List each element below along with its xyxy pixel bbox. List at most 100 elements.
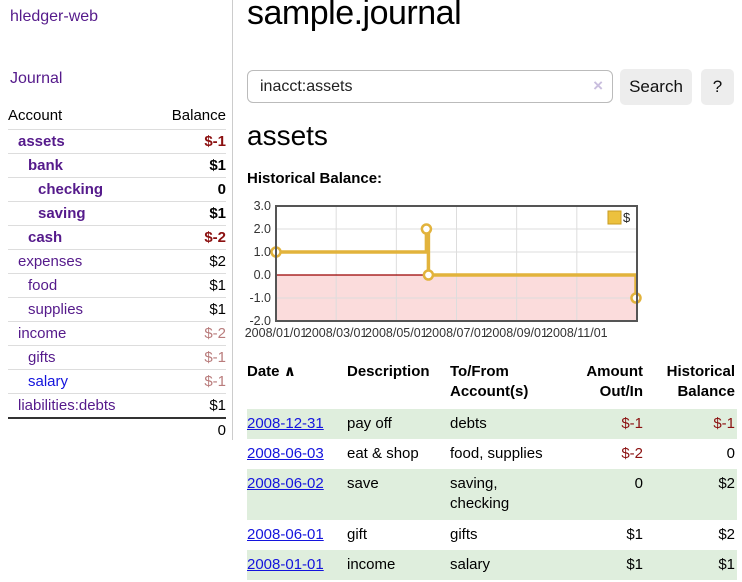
svg-text:2008/09/01: 2008/09/01 [485,326,548,340]
register-header-amount: Amount Out/In [586,363,643,401]
account-link[interactable]: expenses [18,253,83,270]
clear-search-icon[interactable]: × [593,76,603,95]
transaction-date-link[interactable]: 2008-12-31 [247,414,324,432]
register-row: 2008-06-01 gift gifts $1 $2 [247,520,737,550]
account-section-title: assets [247,120,328,151]
account-balance: $-1 [204,349,226,366]
account-row: expenses $2 [8,249,226,273]
account-row: liabilities:debts $1 [8,393,226,417]
svg-text:-2.0: -2.0 [249,314,271,328]
account-link[interactable]: assets [18,133,65,150]
account-link[interactable]: cash [28,229,63,246]
account-link[interactable]: saving [38,205,86,222]
account-balance: $-1 [204,133,226,150]
transaction-date-link[interactable]: 2008-06-02 [247,475,324,492]
account-balance: $1 [209,277,226,294]
register-cell-accounts: gifts [450,525,478,543]
svg-text:3.0: 3.0 [254,201,271,213]
register-cell-description: gift [347,525,368,543]
accounts-header-account: Account [8,107,63,124]
transaction-date-link[interactable]: 2008-01-01 [247,555,324,573]
sort-ascending-icon: ∧ [283,363,296,380]
page-title: sample.journal [247,0,462,32]
account-balance: $1 [209,157,226,174]
account-link[interactable]: salary [28,373,69,390]
register-row: 2008-06-02 save saving, checking 0 $2 [247,469,737,520]
register-header-description: Description [347,363,430,380]
svg-text:-1.0: -1.0 [249,291,271,305]
search-form: × [247,70,613,103]
sidebar: hledger-web Journal Account Balance asse… [0,0,233,440]
account-link[interactable]: supplies [28,301,84,318]
register-cell-accounts: salary [450,549,567,580]
historical-balance-chart: 3.0 2.0 1.0 0.0 -1.0 -2.0 2008/01/01 2008/03/01… [243,199,742,345]
account-row: salary $-1 [8,369,226,393]
register-row: 2008-06-03 eat & shop food, supplies $-2 0 [247,439,737,469]
account-link[interactable]: gifts [28,349,56,366]
chart-canvas: 3.0 2.0 1.0 0.0 -1.0 -2.02008/01/012008/03/01… [245,199,642,340]
account-balance: $2 [209,253,226,270]
register-cell-description: save [347,469,450,520]
register-cell-date: 2008-06-01 [247,520,347,550]
svg-text:2008/07/01: 2008/07/01 [425,326,488,340]
account-row: income $-2 [8,321,226,345]
register-rows: 2008-12-31 pay off debts $-1 $-1 2008-06-03 ea… [247,408,737,580]
account-row: cash $-2 [8,225,226,249]
account-link[interactable]: food [28,277,58,294]
account-balance: 0 [217,181,226,198]
register-cell-description: income [347,549,450,580]
svg-text:0.0: 0.0 [254,268,271,282]
accounts-table: Account Balance assets $-1 bank $1 checking 0… [8,103,226,442]
account-balance: $1 [209,205,226,222]
account-link[interactable]: bank [28,157,64,174]
chart-title: Historical Balance: [247,170,383,187]
register-cell-description: eat & shop [347,444,419,462]
register-cell-accounts: food, supplies [450,444,543,462]
account-row: assets $-1 [8,129,226,153]
account-balance: $-2 [204,325,226,342]
svg-text:2008/05/01: 2008/05/01 [365,326,428,340]
search-input[interactable] [247,70,613,103]
account-row: food $1 [8,273,226,297]
account-row: supplies $1 [8,297,226,321]
register-cell-amount: $-2 [621,444,643,462]
accounts-total-row: 0 [8,417,226,442]
accounts-rows: assets $-1 bank $1 checking 0 saving $1 cash $-2 e… [8,129,226,417]
register-header-balance: Historical Balance [666,363,735,401]
register-cell-accounts: debts [450,408,567,439]
register-cell-amount: $1 [626,525,643,543]
account-row: gifts $-1 [8,345,226,369]
account-balance: $1 [209,301,226,318]
register-cell-date: 2008-01-01 [247,549,347,580]
account-balance: $-2 [204,229,226,246]
search-button[interactable]: Search [620,69,692,105]
register-row: 2008-01-01 income salary $1 $1 [247,549,737,580]
help-button[interactable]: ? [701,69,734,105]
svg-text:2008/01/01: 2008/01/01 [245,326,308,340]
svg-text:1.0: 1.0 [254,245,271,259]
register-cell-date: 2008-06-03 [247,439,347,469]
account-row: bank $1 [8,153,226,177]
account-link[interactable]: checking [38,181,104,198]
register-cell-amount: $-1 [567,408,645,439]
account-row: saving $1 [8,201,226,225]
svg-text:2008/03/01: 2008/03/01 [305,326,368,340]
register-cell-accounts: saving, checking [450,469,567,520]
register-header-accounts: To/From Account(s) [450,363,529,401]
app-title-link[interactable]: hledger-web [10,8,99,25]
account-link[interactable]: income [18,325,67,342]
register-cell-balance: $2 [718,525,735,543]
transaction-date-link[interactable]: 2008-06-01 [247,525,324,543]
account-row: checking 0 [8,177,226,201]
register-cell-date: 2008-06-02 [247,469,347,520]
transaction-date-link[interactable]: 2008-06-03 [247,444,324,462]
register-cell-date: 2008-12-31 [247,408,347,439]
register-header-date[interactable]: Date ∧ [247,360,347,409]
svg-text:2.0: 2.0 [254,222,271,236]
svg-text:2008/11/01: 2008/11/01 [546,326,608,340]
account-balance: $-1 [204,373,226,390]
sidebar-item-journal[interactable]: Journal [10,70,63,87]
register-cell-amount: $1 [567,549,645,580]
register-cell-description: pay off [347,408,450,439]
account-link[interactable]: liabilities:debts [18,397,116,414]
